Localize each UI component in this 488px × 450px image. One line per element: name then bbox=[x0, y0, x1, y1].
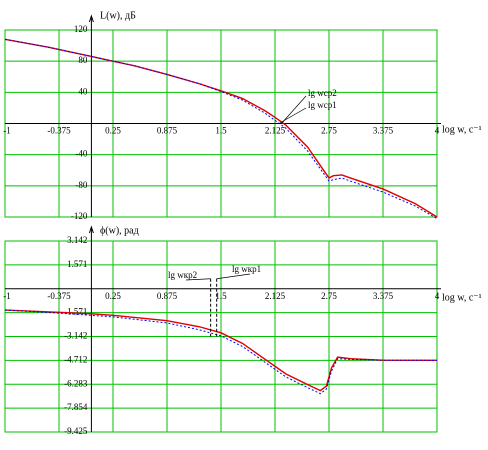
y-tick-label: -4.712 bbox=[64, 354, 87, 364]
y-tick-label: -3.142 bbox=[64, 331, 87, 341]
y-tick-label: -9.425 bbox=[64, 426, 88, 436]
y-tick-label: -40 bbox=[75, 149, 87, 159]
curve bbox=[4, 309, 438, 392]
x-tick-label: 0.875 bbox=[157, 291, 178, 301]
x-tick-label: -0.375 bbox=[47, 126, 71, 136]
x-tick-label: 2.75 bbox=[321, 291, 337, 301]
x-tick-label: 0.25 bbox=[105, 291, 121, 301]
x-tick-label: 2.75 bbox=[321, 126, 337, 136]
axis-arrow bbox=[88, 14, 94, 23]
x-tick-label: 0.875 bbox=[157, 126, 178, 136]
x-tick-label: 3.375 bbox=[373, 126, 394, 136]
y-axis-label: L(w), дБ bbox=[100, 10, 136, 21]
leader-line bbox=[278, 107, 307, 124]
y-tick-label: -6.283 bbox=[64, 378, 88, 388]
annotation: lg wкр1 bbox=[232, 264, 261, 274]
x-tick-label: 2.125 bbox=[265, 291, 286, 301]
leader-line bbox=[216, 273, 251, 280]
x-tick-label: 0.25 bbox=[105, 126, 121, 136]
curve bbox=[4, 38, 438, 219]
x-tick-label: 4 bbox=[435, 126, 440, 136]
annotation: lg wср1 bbox=[308, 100, 337, 110]
axis-arrow bbox=[88, 225, 94, 234]
y-tick-label: -7.854 bbox=[64, 402, 88, 412]
x-tick-label: 4 bbox=[435, 291, 440, 301]
y-tick-label: 120 bbox=[74, 24, 88, 34]
y-tick-label: 80 bbox=[78, 55, 88, 65]
x-tick-label: -1 bbox=[3, 291, 11, 301]
y-tick-label: 1.571 bbox=[67, 259, 87, 269]
y-tick-label: -80 bbox=[75, 180, 87, 190]
y-tick-label: 40 bbox=[78, 86, 88, 96]
annotation: lg wкр2 bbox=[168, 270, 197, 280]
x-tick-label: 1.5 bbox=[215, 291, 227, 301]
leader-line bbox=[281, 95, 307, 124]
x-axis-label: log w, c⁻¹ bbox=[442, 124, 482, 135]
y-axis-label: ϕ(w), рад bbox=[100, 225, 139, 236]
x-tick-label: -1 bbox=[3, 126, 11, 136]
y-tick-label: -120 bbox=[71, 211, 88, 221]
leader-line bbox=[185, 278, 211, 281]
x-tick-label: -0.375 bbox=[47, 291, 71, 301]
curve bbox=[4, 309, 438, 395]
x-tick-label: 2.125 bbox=[265, 126, 286, 136]
x-axis-label: log w, c⁻¹ bbox=[442, 292, 482, 303]
y-tick-label: -1.571 bbox=[64, 307, 87, 317]
y-tick-label: 3.142 bbox=[67, 235, 87, 245]
annotation: lg wср2 bbox=[308, 88, 337, 98]
x-tick-label: 3.375 bbox=[373, 291, 394, 301]
x-tick-label: 1.5 bbox=[215, 126, 227, 136]
